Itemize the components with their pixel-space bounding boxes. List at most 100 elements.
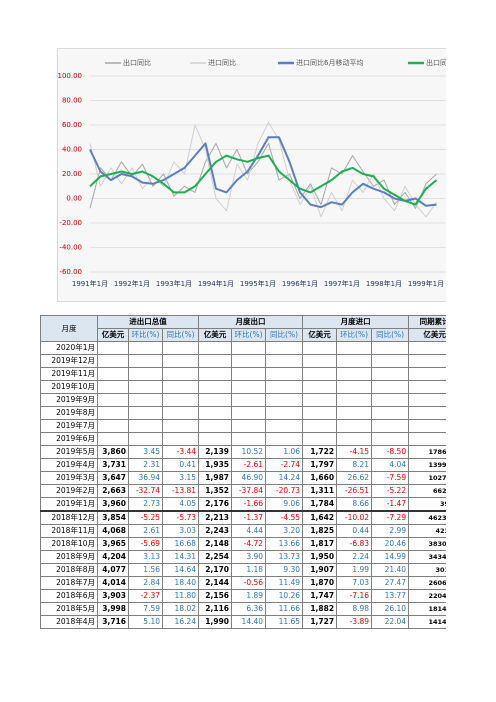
empty-cell (97, 367, 129, 381)
x-tick-label: 1992年1月 (114, 279, 150, 288)
table-row: 2018年10月 3,965 -5.69 16.68 2,148 -4.72 13.66 1,… (40, 537, 446, 551)
sub-header: 环比(%) (128, 328, 163, 342)
x-tick-label: 1994年1月 (198, 279, 234, 288)
value-cell: -4.55 (265, 510, 304, 525)
empty-cell (198, 393, 233, 407)
value-cell: 30139 (408, 563, 446, 577)
table-row: 2019年8月 (40, 406, 446, 420)
empty-cell (408, 432, 446, 446)
empty-cell (161, 341, 200, 355)
empty-cell (371, 354, 410, 368)
sub-header: 环比(%) (231, 328, 267, 342)
value-cell: 3,903 (97, 589, 129, 603)
value-cell: 2.31 (128, 458, 163, 472)
value-cell: 1,727 (302, 615, 338, 629)
empty-cell (302, 432, 338, 446)
month-cell: 2019年1月 (40, 497, 98, 512)
empty-cell (302, 419, 338, 433)
value-cell: 0.41 (161, 458, 200, 472)
value-cell: -32.74 (128, 484, 163, 498)
month-cell: 2019年10月 (40, 380, 98, 394)
value-cell: 4,014 (97, 576, 129, 590)
value-cell: 11.65 (265, 615, 304, 629)
value-cell: 22048.3 (408, 589, 446, 603)
value-cell: 14.24 (265, 471, 304, 485)
value-cell: -2.74 (265, 458, 304, 472)
value-cell: 3.13 (128, 550, 163, 564)
table-row: 2019年5月 3,860 3.45 -3.44 2,139 10.52 1.06 1,722… (40, 445, 446, 459)
empty-cell (265, 354, 304, 368)
month-cell: 2019年5月 (40, 445, 98, 459)
table-row: 2018年12月 3,854 -5.25 -5.73 2,213 -1.37 -4.55 1,… (40, 510, 446, 525)
empty-cell (97, 393, 129, 407)
value-cell: 26.10 (371, 602, 410, 616)
value-cell: 20.46 (371, 537, 410, 551)
group-header: 进出口总值 (96, 315, 200, 329)
legend-label: 出口同比6月移动平均 (426, 58, 446, 67)
value-cell: 1,352 (198, 484, 233, 498)
y-tick-label: 40.00 (62, 146, 82, 154)
value-cell: 13.73 (265, 550, 304, 564)
value-cell: 2,254 (198, 550, 233, 564)
value-cell: 2,148 (198, 537, 233, 551)
empty-cell (128, 419, 163, 433)
value-cell: 5.10 (128, 615, 163, 629)
value-cell: 1,797 (302, 458, 338, 472)
value-cell: 2,116 (198, 602, 233, 616)
y-tick-label: 20.00 (62, 170, 82, 178)
value-cell: -1.47 (371, 497, 410, 512)
value-cell: 18145.1 (408, 602, 446, 616)
empty-cell (302, 341, 338, 355)
value-cell: 46230.4 (408, 510, 446, 525)
sub-header: 同比(%) (371, 328, 410, 342)
value-cell: 2.84 (128, 576, 163, 590)
month-cell: 2018年4月 (40, 615, 98, 629)
value-cell: -7.59 (371, 471, 410, 485)
value-cell: 1,817 (302, 537, 338, 551)
value-cell: 9.06 (265, 497, 304, 512)
value-cell: 7.59 (128, 602, 163, 616)
empty-cell (198, 354, 233, 368)
header-row: 月度进出口总值月度出口月度进口同期累计 (40, 315, 446, 342)
month-cell: 2019年4月 (40, 458, 98, 472)
value-cell: 3960 (408, 497, 446, 512)
value-cell: 1,642 (302, 510, 338, 525)
value-cell: 4,077 (97, 563, 129, 577)
value-cell: 4.04 (371, 458, 410, 472)
empty-cell (128, 393, 163, 407)
month-cell: 2018年10月 (40, 537, 98, 551)
value-cell: 1.18 (231, 563, 267, 577)
value-cell: 11.80 (161, 589, 200, 603)
value-cell: 1.56 (128, 563, 163, 577)
corner-header: 月度 (40, 315, 98, 342)
empty-cell (302, 367, 338, 381)
value-cell: 4,068 (97, 524, 129, 538)
value-cell: 17862.1 (408, 445, 446, 459)
empty-cell (371, 406, 410, 420)
value-cell: 13.66 (265, 537, 304, 551)
value-cell: 6627.2 (408, 484, 446, 498)
empty-cell (97, 341, 129, 355)
y-tick-label: 80.00 (62, 97, 82, 105)
value-cell: 38307.9 (408, 537, 446, 551)
empty-cell (336, 380, 373, 394)
value-cell: 14147.2 (408, 615, 446, 629)
table-row: 2018年9月 4,204 3.13 14.31 2,254 3.90 13.73 1,950… (40, 550, 446, 564)
empty-cell (97, 380, 129, 394)
empty-cell (128, 406, 163, 420)
month-cell: 2019年11月 (40, 367, 98, 381)
value-cell: -37.84 (231, 484, 267, 498)
table-row: 2019年2月 2,663 -32.74 -13.81 1,352 -37.84 -20.7… (40, 484, 446, 498)
empty-cell (371, 393, 410, 407)
value-cell: 22.04 (371, 615, 410, 629)
x-tick-label: 1998年1月 (366, 279, 402, 288)
value-cell: 14.31 (161, 550, 200, 564)
empty-cell (161, 354, 200, 368)
y-tick-label: 60.00 (62, 121, 82, 129)
y-tick-label: 0.00 (66, 195, 82, 203)
table-row: 2020年1月 (40, 341, 446, 355)
value-cell: 4,204 (97, 550, 129, 564)
x-tick-label: 1997年1月 (324, 279, 360, 288)
x-tick-label: 1991年1月 (72, 279, 108, 288)
